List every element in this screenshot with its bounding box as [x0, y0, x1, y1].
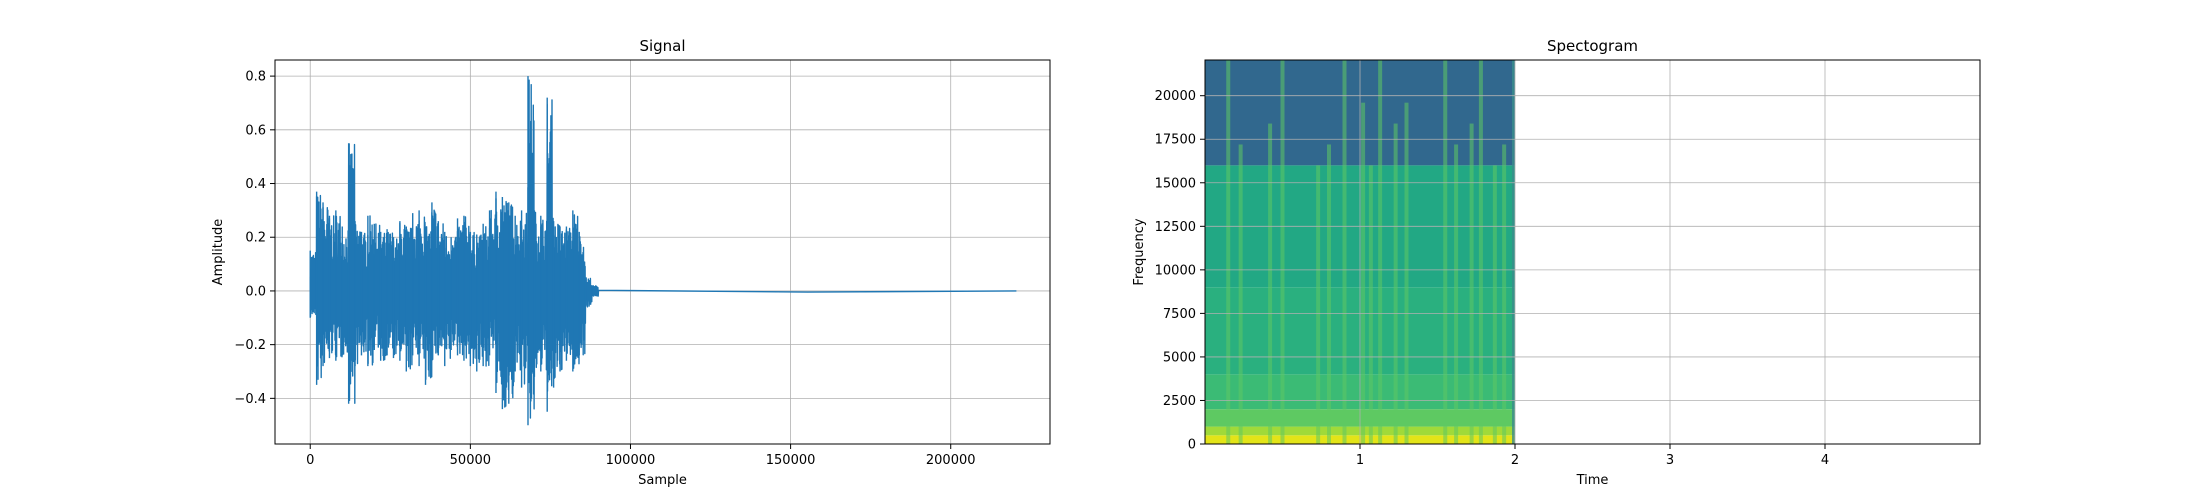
spectrogram-ytick-label: 5000 [1163, 350, 1196, 365]
signal-ylabel: Amplitude [211, 219, 226, 286]
spectrogram-streak [1393, 123, 1398, 444]
signal-ytick-label: −0.2 [234, 338, 266, 353]
spectrogram-ytick-label: 10000 [1155, 263, 1196, 278]
spectrogram-streak [1469, 123, 1474, 444]
spectrogram-ytick-label: 17500 [1155, 133, 1196, 148]
spectrogram-streak [1378, 60, 1383, 444]
spectrogram-ylabel: Frequency [1132, 218, 1147, 285]
signal-ticks: 0 50000 100000 150000 200000 −0.4 −0.2 0.0 0.2 0.… [234, 70, 975, 468]
signal-xtick-label: 200000 [926, 453, 976, 468]
signal-ytick-label: 0.8 [245, 70, 266, 85]
spectrogram-grid [1205, 60, 1980, 445]
signal-plot [309, 76, 1017, 426]
spectrogram-ytick-label: 0 [1188, 438, 1196, 453]
signal-xtick-label: 0 [306, 453, 314, 468]
spectrogram-streak [1492, 165, 1497, 445]
spectrogram-xtick-label: 4 [1821, 453, 1829, 468]
signal-frame [274, 59, 1051, 445]
spectrogram-ytick-label: 12500 [1155, 220, 1196, 235]
spectrogram-ytick-label: 7500 [1163, 307, 1196, 322]
spectrogram-ytick-label: 15000 [1155, 176, 1196, 191]
spectrogram-streak [1361, 102, 1366, 445]
spectrogram-frame [1204, 59, 1981, 445]
spectrogram-streak [1327, 144, 1331, 444]
spectrogram-streak [1443, 60, 1448, 444]
signal-ytick-label: 0.4 [245, 177, 266, 192]
spectrogram-ticks: 1 2 3 4 0 2500 5000 7500 10000 12500 15000 17500 200… [1155, 89, 1830, 468]
signal-line [309, 79, 1017, 419]
spectrogram-streak [1404, 102, 1409, 445]
spectrogram-title: Spectogram [1547, 37, 1638, 55]
spectrogram-xtick-label: 2 [1511, 453, 1519, 468]
spectrogram-streak [1454, 144, 1459, 444]
signal-title: Signal [639, 37, 685, 55]
signal-panel: 0 50000 100000 150000 200000 −0.4 −0.2 0.0 0.2 0.… [211, 37, 1051, 488]
spectrogram-streak [1316, 165, 1321, 445]
spectrogram-streak [1478, 60, 1483, 444]
spectrogram-streak [1280, 60, 1285, 444]
signal-grid [275, 60, 1050, 444]
spectrogram-xtick-label: 1 [1356, 453, 1364, 468]
spectrogram-xtick-label: 3 [1666, 453, 1674, 468]
signal-ytick-label: −0.4 [234, 392, 266, 407]
signal-ytick-label: 0.0 [245, 284, 266, 299]
spectrogram-streak [1342, 60, 1347, 444]
spectrogram-edge [1512, 60, 1515, 444]
spectrogram-panel: 1 2 3 4 0 2500 5000 7500 10000 12500 15000 17500 200… [1132, 37, 1981, 488]
spectrogram-ytick-label: 20000 [1155, 89, 1196, 104]
spectrogram-xlabel: Time [1576, 473, 1609, 488]
spectrogram-ytick-label: 2500 [1163, 394, 1196, 409]
spectrogram-streak [1268, 123, 1273, 444]
signal-xtick-label: 50000 [450, 453, 491, 468]
spectrogram-streak [1238, 144, 1243, 444]
spectrogram-streak [1502, 144, 1507, 444]
signal-ytick-label: 0.6 [245, 123, 266, 138]
spectrogram-streak [1368, 165, 1373, 445]
signal-xlabel: Sample [638, 473, 687, 488]
signal-xtick-label: 100000 [606, 453, 656, 468]
spectrogram-streak [1226, 60, 1231, 444]
signal-xtick-label: 150000 [766, 453, 816, 468]
signal-ytick-label: 0.2 [245, 231, 266, 246]
